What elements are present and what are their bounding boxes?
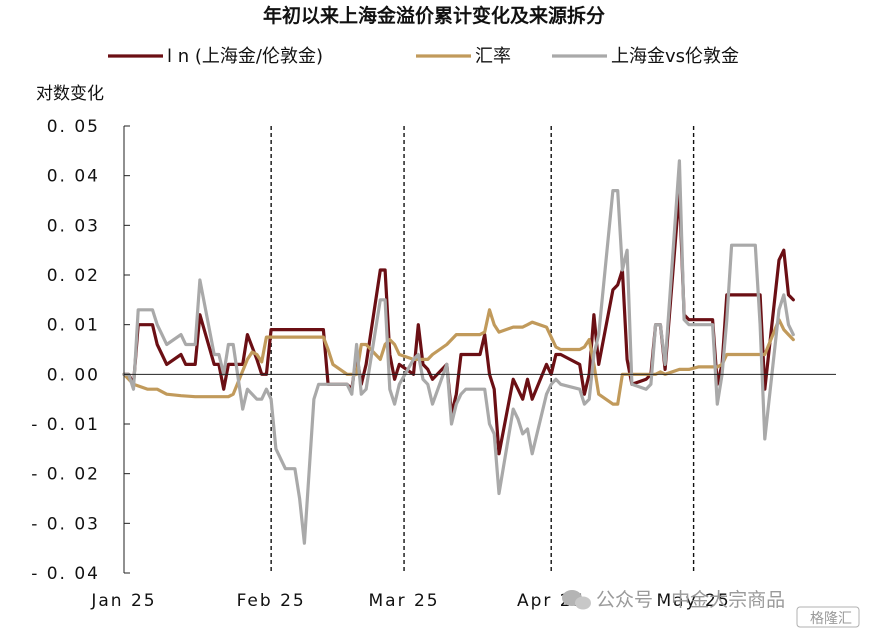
legend-label-2: 上海金vs伦敦金 xyxy=(611,46,739,67)
y-tick-label-2: 0. 03 xyxy=(47,216,100,236)
x-tick-label-0: Jan 25 xyxy=(90,591,156,611)
y-tick-label-7: - 0. 02 xyxy=(31,465,100,485)
y-tick-label-6: - 0. 01 xyxy=(31,415,100,435)
wechat-icon xyxy=(562,590,591,610)
watermark-badge-box xyxy=(796,606,860,628)
watermark-text: 公众号 · 中金大宗商品 xyxy=(596,589,785,611)
y-tick-label-4: 0. 01 xyxy=(47,316,100,336)
legend: l n (上海金/伦敦金) 汇率 上海金vs伦敦金 xyxy=(108,46,739,67)
y-tick-label-1: 0. 04 xyxy=(47,167,100,187)
watermark-badge: 格隆汇 xyxy=(810,611,852,627)
ticks: 0. 05 0. 04 0. 03 0. 02 0. 01 0. 00 - 0. 01 - 0… xyxy=(31,117,731,611)
plot-area xyxy=(122,126,795,573)
legend-label-0: l n (上海金/伦敦金) xyxy=(167,46,323,67)
x-tick-label-4: May 25 xyxy=(657,591,731,611)
watermark: 公众号 · 中金大宗商品 格隆汇 xyxy=(562,589,860,628)
y-tick-label-3: 0. 02 xyxy=(47,266,100,286)
y-tick-label-5: 0. 00 xyxy=(47,365,100,385)
y-axis-label: 对数变化 xyxy=(36,84,104,104)
series-line-2 xyxy=(122,159,795,545)
series-line-1 xyxy=(122,308,795,406)
legend-label-1: 汇率 xyxy=(475,46,511,67)
y-tick-label-0: 0. 05 xyxy=(47,117,100,137)
chart-title: 年初以来上海金溢价累计变化及来源拆分 xyxy=(263,4,605,27)
x-tick-label-1: Feb 25 xyxy=(237,591,306,611)
axes xyxy=(123,126,836,573)
y-tick-label-9: - 0. 04 xyxy=(31,564,100,584)
x-tick-label-2: Mar 25 xyxy=(368,591,439,611)
y-tick-label-8: - 0. 03 xyxy=(31,514,100,534)
